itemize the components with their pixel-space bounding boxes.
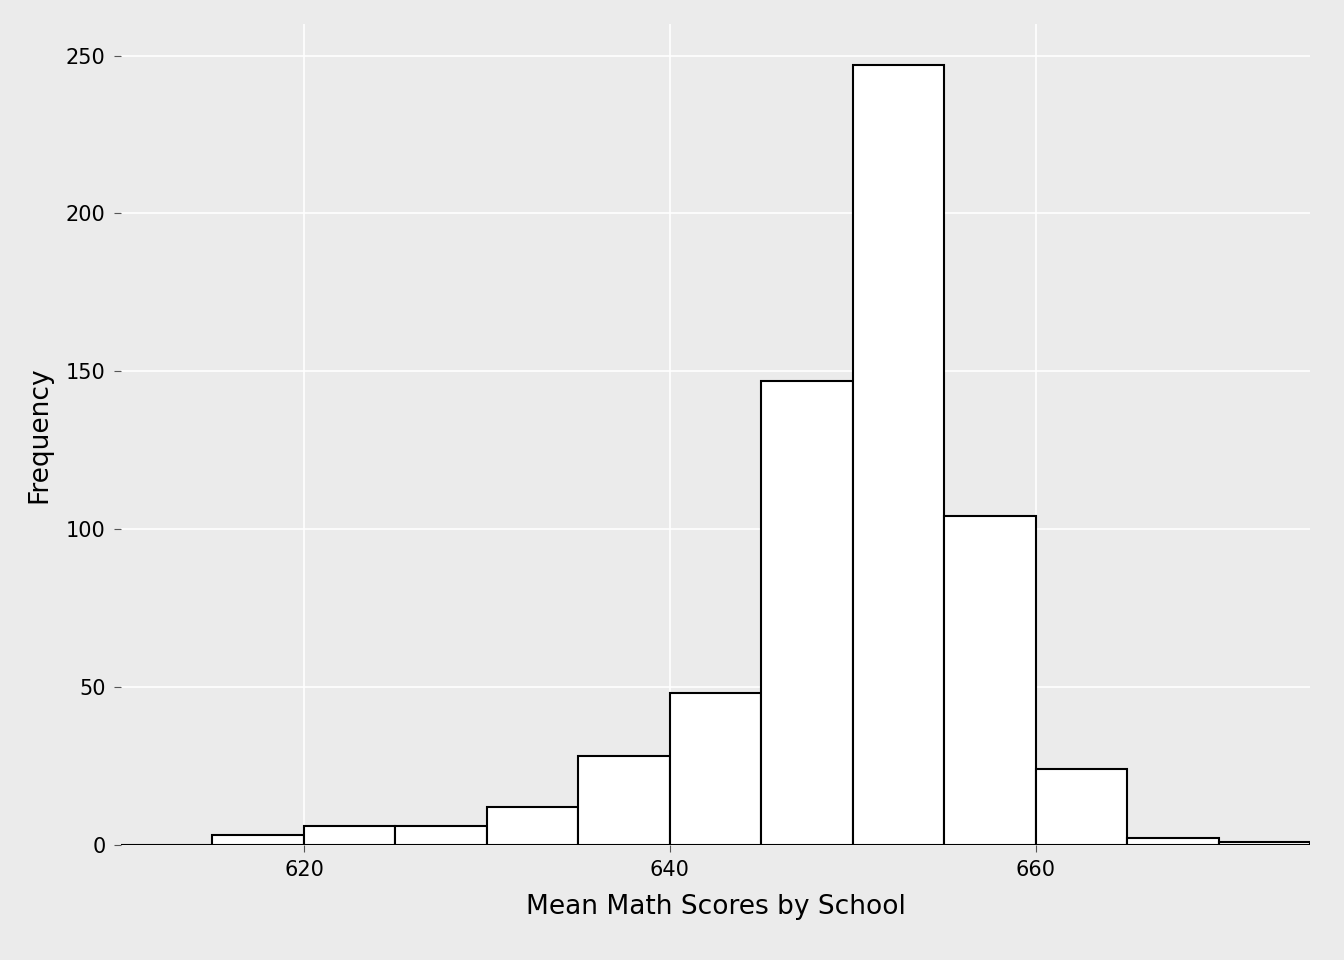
Bar bbox=[669, 693, 762, 845]
Bar bbox=[945, 516, 1036, 845]
Bar bbox=[1128, 838, 1219, 845]
Bar bbox=[762, 381, 853, 845]
Y-axis label: Frequency: Frequency bbox=[26, 366, 52, 503]
Bar bbox=[395, 826, 487, 845]
Bar bbox=[212, 835, 304, 845]
Bar bbox=[1219, 842, 1310, 845]
Bar bbox=[304, 826, 395, 845]
Bar bbox=[487, 807, 578, 845]
X-axis label: Mean Math Scores by School: Mean Math Scores by School bbox=[526, 894, 906, 920]
Bar bbox=[1036, 769, 1128, 845]
Bar bbox=[578, 756, 669, 845]
Bar bbox=[853, 65, 945, 845]
